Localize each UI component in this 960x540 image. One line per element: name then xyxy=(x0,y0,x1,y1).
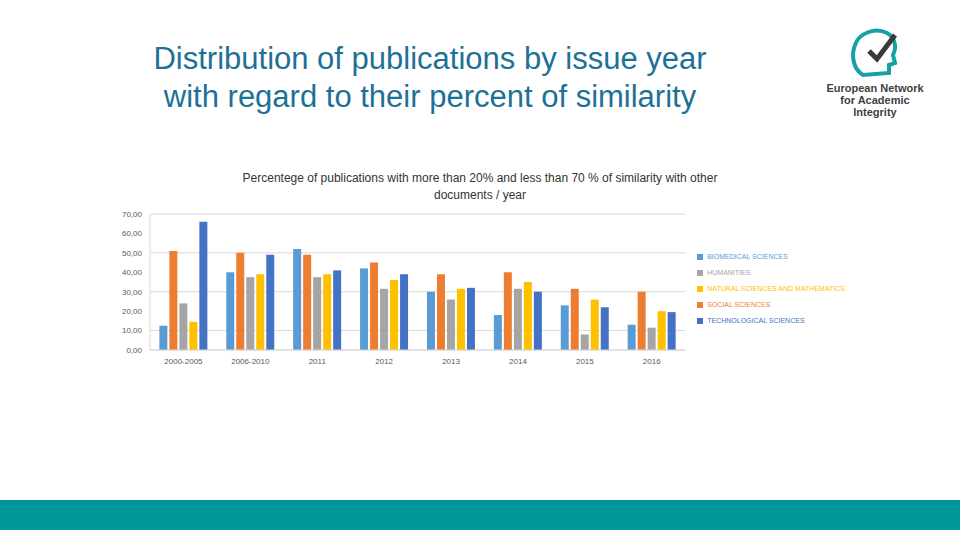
html-text:SOCIAL SCIENCES: SOCIAL SCIENCES xyxy=(707,301,771,308)
html-text:European Network: European Network xyxy=(826,82,924,94)
svg-text:2014: 2014 xyxy=(509,357,527,366)
html-text:Integrity: Integrity xyxy=(853,106,897,118)
svg-text:10,00: 10,00 xyxy=(122,326,143,335)
svg-text:2013: 2013 xyxy=(442,357,460,366)
svg-text:50,00: 50,00 xyxy=(122,249,143,258)
html-text:for Academic: for Academic xyxy=(840,94,910,106)
html-text:Distribution of publications b: Distribution of publications by issue ye… xyxy=(153,41,707,76)
svg-text:2000-2005: 2000-2005 xyxy=(164,357,203,366)
html-text:NATURAL SCIENCES AND MATHEMATI: NATURAL SCIENCES AND MATHEMATICS xyxy=(707,285,845,292)
svg-text:2006-2010: 2006-2010 xyxy=(231,357,270,366)
svg-text:2012: 2012 xyxy=(375,357,393,366)
svg-text:0,00: 0,00 xyxy=(126,346,142,355)
svg-text:2016: 2016 xyxy=(643,357,661,366)
svg-text:2015: 2015 xyxy=(576,357,594,366)
svg-text:20,00: 20,00 xyxy=(122,307,143,316)
html-text:Percentege of publications wit: Percentege of publications with more tha… xyxy=(242,171,718,202)
svg-text:2011: 2011 xyxy=(309,357,327,366)
svg-text:60,00: 60,00 xyxy=(122,229,143,238)
html-text:with regard to their percent o: with regard to their percent of similari… xyxy=(163,79,697,114)
svg-text:30,00: 30,00 xyxy=(122,288,143,297)
html-text:BIOMEDICAL SCIENCES: BIOMEDICAL SCIENCES xyxy=(707,253,788,260)
html-text:TECHNOLOGICAL SCIENCES: TECHNOLOGICAL SCIENCES xyxy=(707,317,805,324)
svg-text:40,00: 40,00 xyxy=(122,268,143,277)
svg-text:70,00: 70,00 xyxy=(122,210,143,219)
html-text:HUMANITIES: HUMANITIES xyxy=(707,269,751,276)
